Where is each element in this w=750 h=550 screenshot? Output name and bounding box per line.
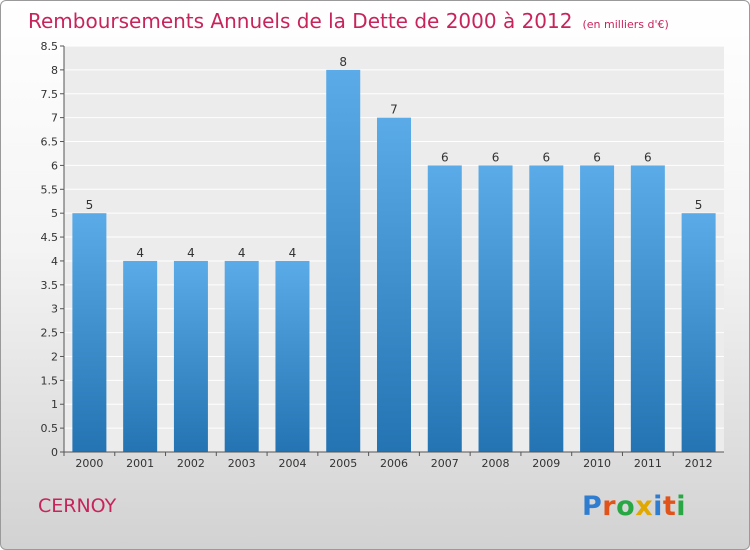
data-label-2005: 8 bbox=[339, 55, 347, 69]
data-label-2004: 4 bbox=[289, 246, 297, 260]
chart-title-text: Remboursements Annuels de la Dette de 20… bbox=[28, 9, 573, 33]
y-tick-label: 3.5 bbox=[41, 279, 59, 292]
x-tick-label-2009: 2009 bbox=[532, 457, 560, 470]
y-tick-label: 4.5 bbox=[41, 231, 59, 244]
x-tick-label-2002: 2002 bbox=[177, 457, 205, 470]
data-label-2006: 7 bbox=[390, 103, 398, 117]
brand-letter: P bbox=[582, 491, 603, 522]
x-tick-label-2012: 2012 bbox=[685, 457, 713, 470]
brand-letter: r bbox=[602, 491, 617, 522]
x-tick-label-2004: 2004 bbox=[278, 457, 306, 470]
bar-2006 bbox=[377, 117, 411, 452]
y-tick-label: 0 bbox=[51, 446, 58, 459]
data-label-2011: 6 bbox=[644, 150, 652, 164]
data-label-2002: 4 bbox=[187, 246, 195, 260]
x-tick-label-2001: 2001 bbox=[126, 457, 154, 470]
bar-2005 bbox=[326, 69, 361, 452]
x-tick-label-2005: 2005 bbox=[329, 457, 357, 470]
data-label-2003: 4 bbox=[238, 246, 246, 260]
bar-2011 bbox=[630, 165, 665, 453]
data-label-2010: 6 bbox=[593, 150, 601, 164]
y-tick-label: 8.5 bbox=[41, 40, 59, 53]
brand-letter: i bbox=[653, 491, 663, 522]
bar-2010 bbox=[580, 165, 615, 453]
brand-letter: t bbox=[662, 491, 677, 522]
axes: 0 0.5 1 1.5 2 2.5 3 3.5 4 4.5 5 5.5 6 6.5 7 7.5 8 8.5 2000… bbox=[41, 40, 724, 470]
y-tick-label: 2 bbox=[51, 350, 58, 363]
bar-2000 bbox=[72, 213, 107, 452]
brand-letter: x bbox=[635, 491, 654, 522]
x-tick-label-2006: 2006 bbox=[380, 457, 408, 470]
y-tick-label: 5 bbox=[51, 207, 58, 220]
data-label-2001: 4 bbox=[136, 246, 144, 260]
y-tick-label: 6.5 bbox=[41, 136, 59, 149]
y-tick-label: 1.5 bbox=[41, 374, 59, 387]
x-tick-label-2003: 2003 bbox=[228, 457, 256, 470]
x-tick-label-2010: 2010 bbox=[583, 457, 611, 470]
y-tick-label: 7.5 bbox=[41, 88, 59, 101]
y-tick-label: 5.5 bbox=[41, 183, 59, 196]
x-tick-label-2000: 2000 bbox=[75, 457, 103, 470]
bar-2003 bbox=[224, 260, 259, 452]
y-tick-label: 3 bbox=[51, 303, 58, 316]
y-tick-label: 1 bbox=[51, 398, 58, 411]
bar-2001 bbox=[123, 260, 158, 452]
data-label-2008: 6 bbox=[492, 150, 500, 164]
bars: 5 4 4 4 4 8 7 6 6 6 6 6 5 bbox=[72, 55, 716, 453]
brand-letter: i bbox=[676, 491, 687, 522]
y-tick-label: 8 bbox=[51, 64, 58, 77]
bar-2004 bbox=[275, 260, 310, 452]
bar-2002 bbox=[173, 260, 208, 452]
x-tick-label-2011: 2011 bbox=[634, 457, 662, 470]
bar-2012 bbox=[681, 213, 716, 452]
y-tick-label: 7 bbox=[51, 112, 58, 125]
y-tick-label: 4 bbox=[51, 255, 58, 268]
chart-title: Remboursements Annuels de la Dette de 20… bbox=[28, 9, 669, 33]
city-name: CERNOY bbox=[38, 495, 117, 517]
brand-letter: o bbox=[616, 491, 636, 522]
bar-2008 bbox=[478, 165, 513, 453]
x-tick-label-2008: 2008 bbox=[482, 457, 510, 470]
bar-2007 bbox=[427, 165, 462, 453]
data-label-2012: 5 bbox=[695, 198, 703, 212]
x-tick-label-2007: 2007 bbox=[431, 457, 459, 470]
data-label-2009: 6 bbox=[542, 150, 550, 164]
brand-logo: Proxiti bbox=[582, 491, 686, 522]
chart-subtitle: (en milliers d'€) bbox=[582, 18, 669, 31]
y-tick-label: 2.5 bbox=[41, 327, 59, 340]
y-tick-label: 6 bbox=[51, 159, 58, 172]
bar-2009 bbox=[529, 165, 564, 453]
data-label-2007: 6 bbox=[441, 150, 449, 164]
y-tick-label: 0.5 bbox=[41, 422, 59, 435]
data-label-2000: 5 bbox=[86, 198, 94, 212]
